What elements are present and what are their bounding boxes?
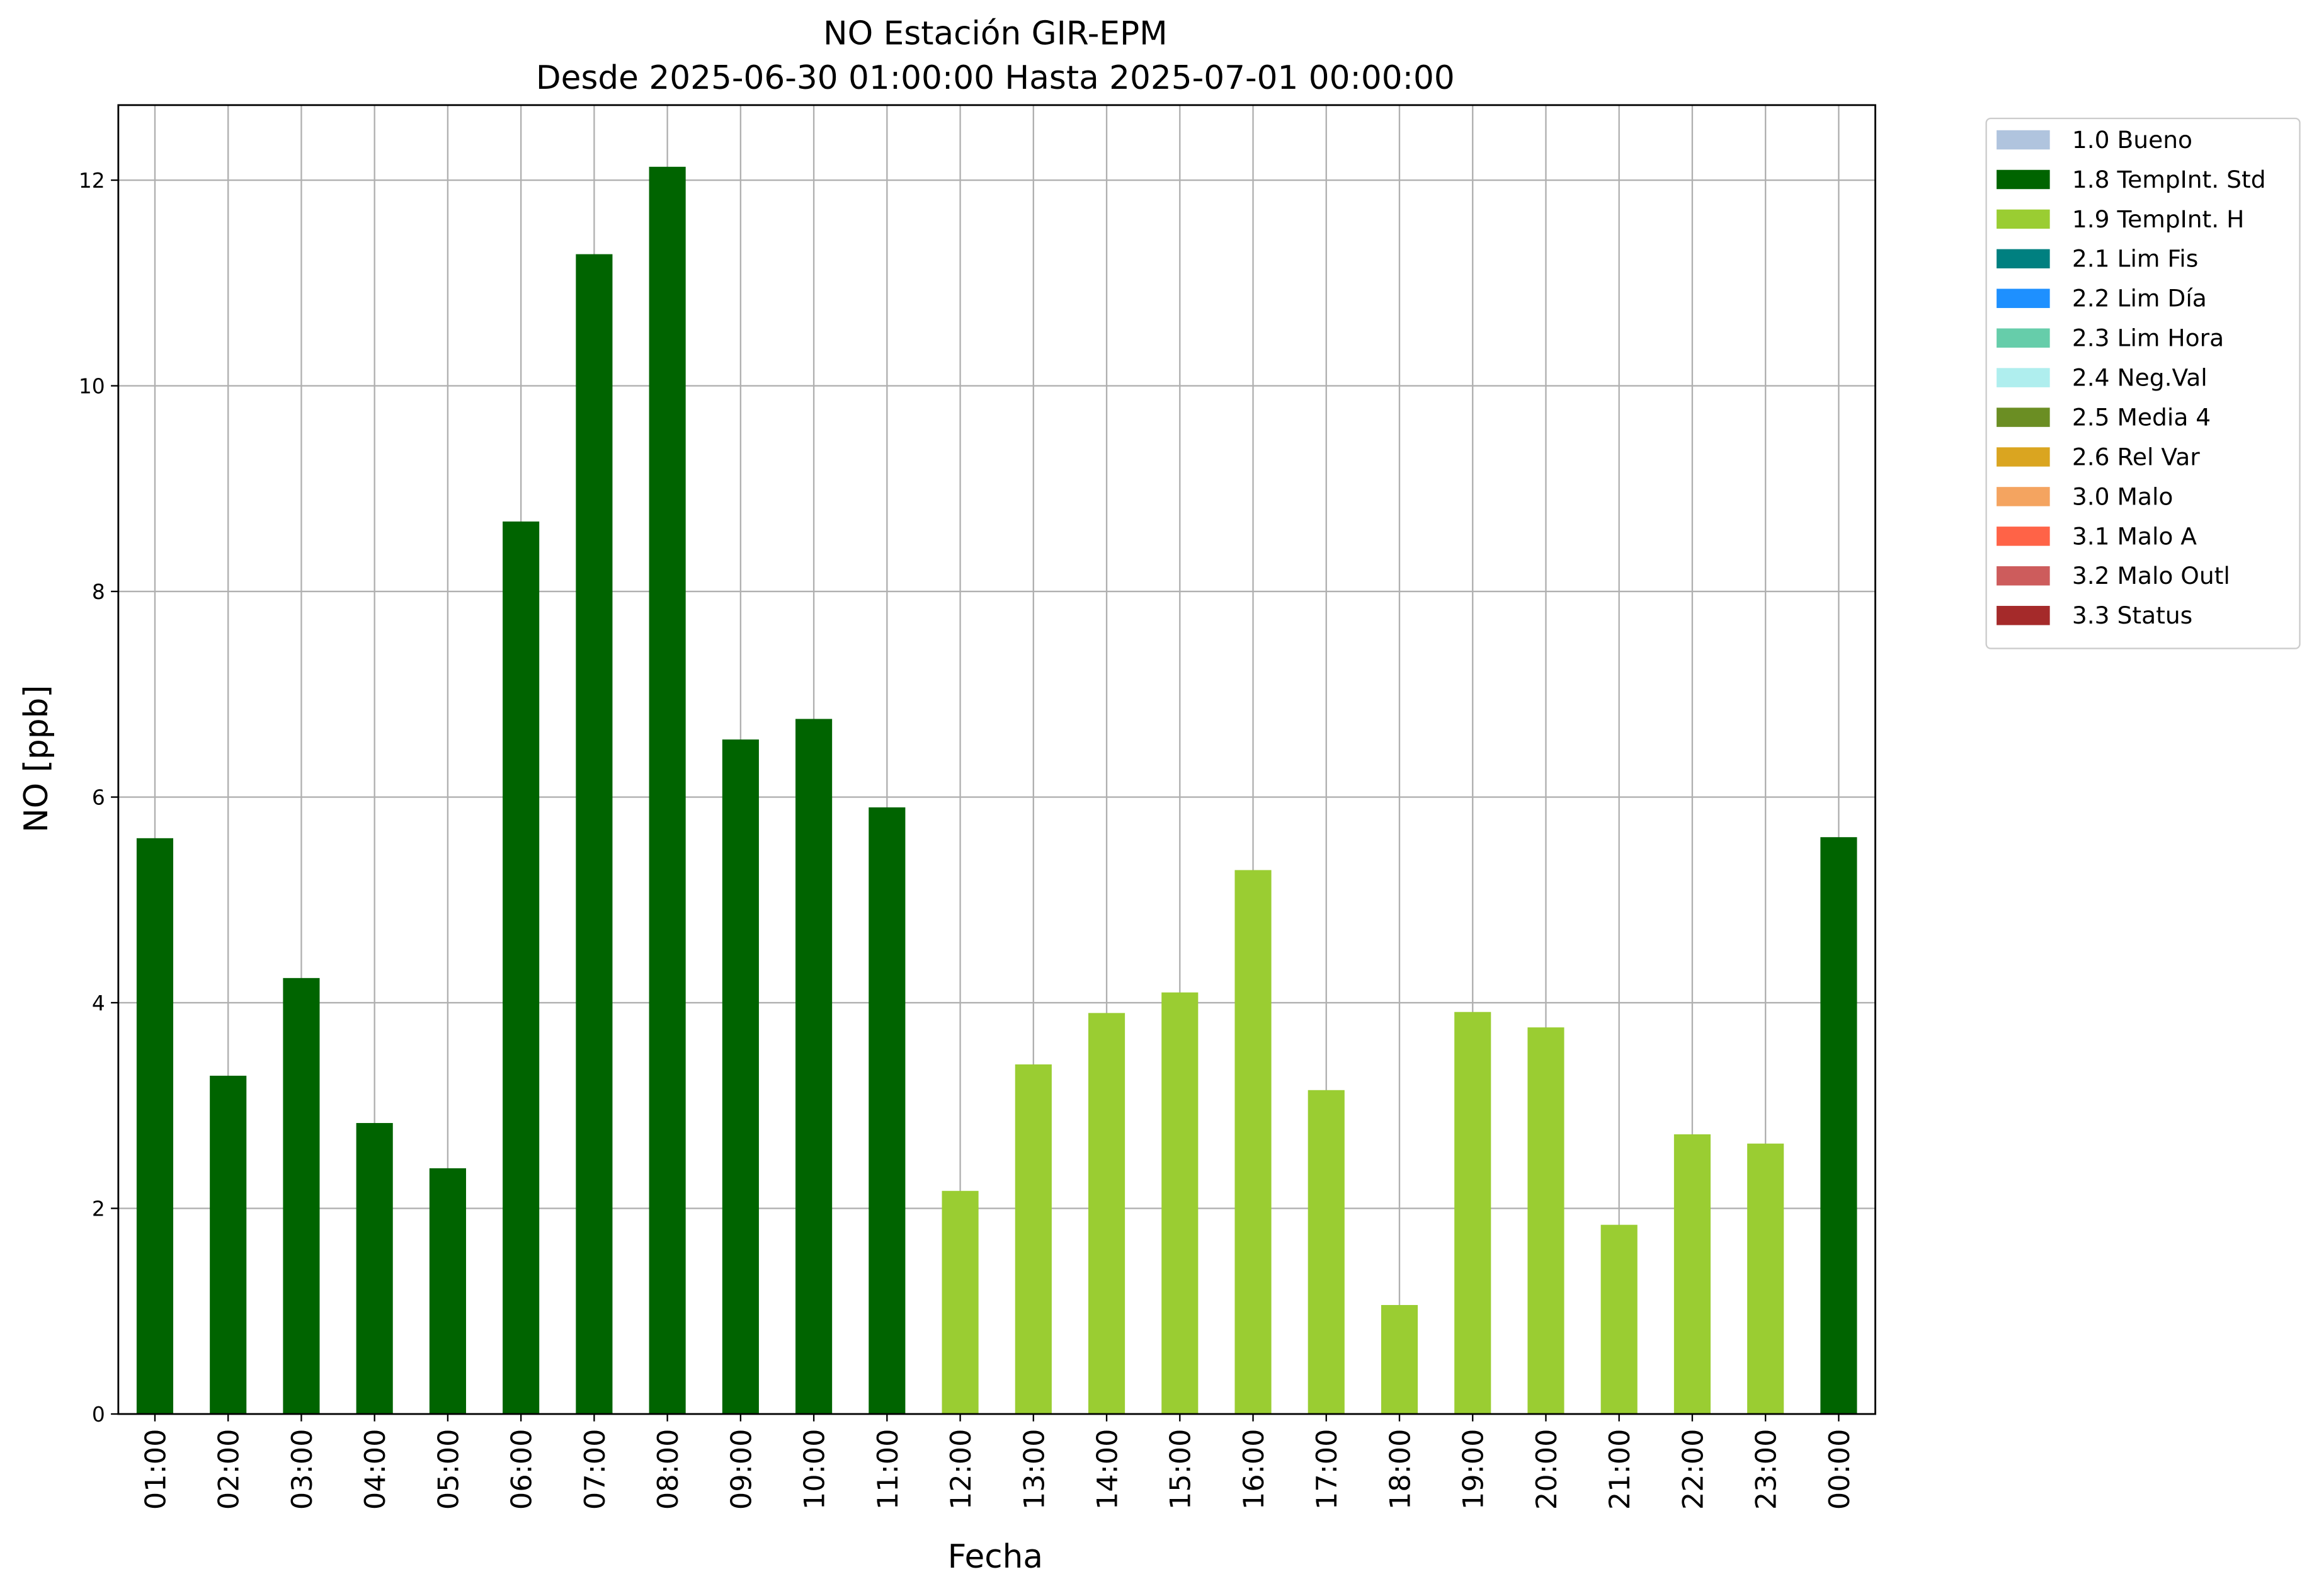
bar	[1161, 992, 1199, 1415]
bar	[1381, 1304, 1418, 1415]
x-tick-label: 00:00	[1823, 1429, 1856, 1510]
x-tick-label: 21:00	[1604, 1429, 1636, 1510]
legend-swatch	[1997, 130, 2050, 150]
x-tick-label: 15:00	[1165, 1429, 1197, 1510]
x-tick-label: 07:00	[579, 1429, 612, 1510]
x-tick-label: 12:00	[945, 1429, 977, 1510]
legend-swatch	[1997, 447, 2050, 467]
x-tick-label: 20:00	[1530, 1429, 1563, 1510]
legend-swatch	[1997, 487, 2050, 506]
bar	[136, 838, 174, 1415]
legend-label: 2.3 Lim Hora	[2072, 324, 2224, 352]
legend-swatch	[1997, 288, 2050, 309]
legend-box	[1985, 117, 2301, 649]
bar	[429, 1168, 466, 1415]
bar	[1015, 1064, 1052, 1415]
legend-label: 2.2 Lim Día	[2072, 285, 2207, 312]
bar	[1820, 837, 1857, 1415]
x-tick-label: 22:00	[1677, 1429, 1709, 1510]
y-tick-label: 6	[92, 785, 105, 809]
bar	[503, 522, 540, 1415]
legend-label: 2.5 Media 4	[2072, 403, 2211, 431]
bar	[1088, 1013, 1125, 1415]
x-tick-label: 08:00	[652, 1429, 685, 1510]
legend-swatch	[1997, 368, 2050, 387]
x-tick-label: 10:00	[799, 1429, 831, 1510]
legend-label: 2.1 Lim Fis	[2072, 245, 2198, 273]
x-tick-label: 04:00	[359, 1429, 392, 1510]
bar	[1673, 1134, 1711, 1415]
legend-label: 2.4 Neg.Val	[2072, 364, 2208, 392]
x-tick-label: 14:00	[1091, 1429, 1124, 1510]
bar	[1527, 1027, 1564, 1415]
plot-frame	[117, 104, 1876, 1415]
legend-swatch	[1997, 605, 2050, 625]
x-tick-label: 19:00	[1457, 1429, 1490, 1510]
legend-label: 1.8 TempInt. Std	[2072, 166, 2266, 193]
x-tick-label: 23:00	[1750, 1429, 1783, 1510]
legend-label: 3.2 Malo Outl	[2072, 562, 2230, 590]
bar	[1454, 1012, 1491, 1415]
y-tick-label: 4	[92, 991, 105, 1015]
x-tick-label: 03:00	[286, 1429, 319, 1510]
bar	[1308, 1090, 1345, 1415]
x-tick-label: 02:00	[213, 1429, 246, 1510]
chart-title: NO Estación GIR-EPM	[823, 15, 1168, 53]
legend-swatch	[1997, 209, 2050, 229]
x-tick-label: 13:00	[1018, 1429, 1051, 1510]
x-tick-label: 05:00	[432, 1429, 465, 1510]
bar	[356, 1123, 393, 1415]
x-axis-label: Fecha	[948, 1538, 1043, 1576]
x-tick-label: 18:00	[1384, 1429, 1416, 1510]
y-tick-label: 12	[79, 168, 105, 193]
legend-swatch	[1997, 527, 2050, 546]
bar	[210, 1075, 247, 1415]
x-tick-label: 01:00	[139, 1429, 172, 1510]
legend-swatch	[1997, 249, 2050, 269]
bar	[1747, 1143, 1784, 1415]
legend-label: 1.9 TempInt. H	[2072, 205, 2245, 233]
legend-swatch	[1997, 408, 2050, 427]
x-tick-label: 17:00	[1311, 1429, 1343, 1510]
bar	[1234, 870, 1272, 1415]
bar	[649, 166, 686, 1415]
legend-label: 1.0 Bueno	[2072, 126, 2192, 154]
bar	[283, 978, 320, 1415]
x-tick-label: 06:00	[506, 1429, 538, 1510]
y-tick-label: 10	[79, 373, 105, 398]
legend-label: 3.3 Status	[2072, 601, 2192, 629]
bar	[722, 739, 759, 1415]
legend-label: 2.6 Rel Var	[2072, 443, 2200, 470]
y-axis-label: NO [ppb]	[18, 685, 55, 833]
x-tick-label: 16:00	[1238, 1429, 1270, 1510]
bar	[576, 254, 613, 1415]
legend-swatch	[1997, 328, 2050, 348]
bar	[942, 1190, 979, 1415]
bar	[795, 719, 833, 1415]
legend-swatch	[1997, 169, 2050, 190]
chart-subtitle: Desde 2025-06-30 01:00:00 Hasta 2025-07-…	[536, 59, 1455, 97]
x-tick-label: 09:00	[725, 1429, 758, 1510]
x-tick-label: 11:00	[872, 1429, 904, 1510]
legend-label: 3.1 Malo A	[2072, 522, 2197, 550]
legend-label: 3.0 Malo	[2072, 482, 2174, 510]
bar	[869, 807, 906, 1415]
y-tick-label: 8	[92, 579, 105, 604]
y-tick-label: 0	[92, 1402, 105, 1427]
legend-swatch	[1997, 566, 2050, 586]
y-tick-label: 2	[92, 1196, 105, 1221]
bar	[1600, 1224, 1638, 1415]
bars	[136, 166, 1857, 1415]
